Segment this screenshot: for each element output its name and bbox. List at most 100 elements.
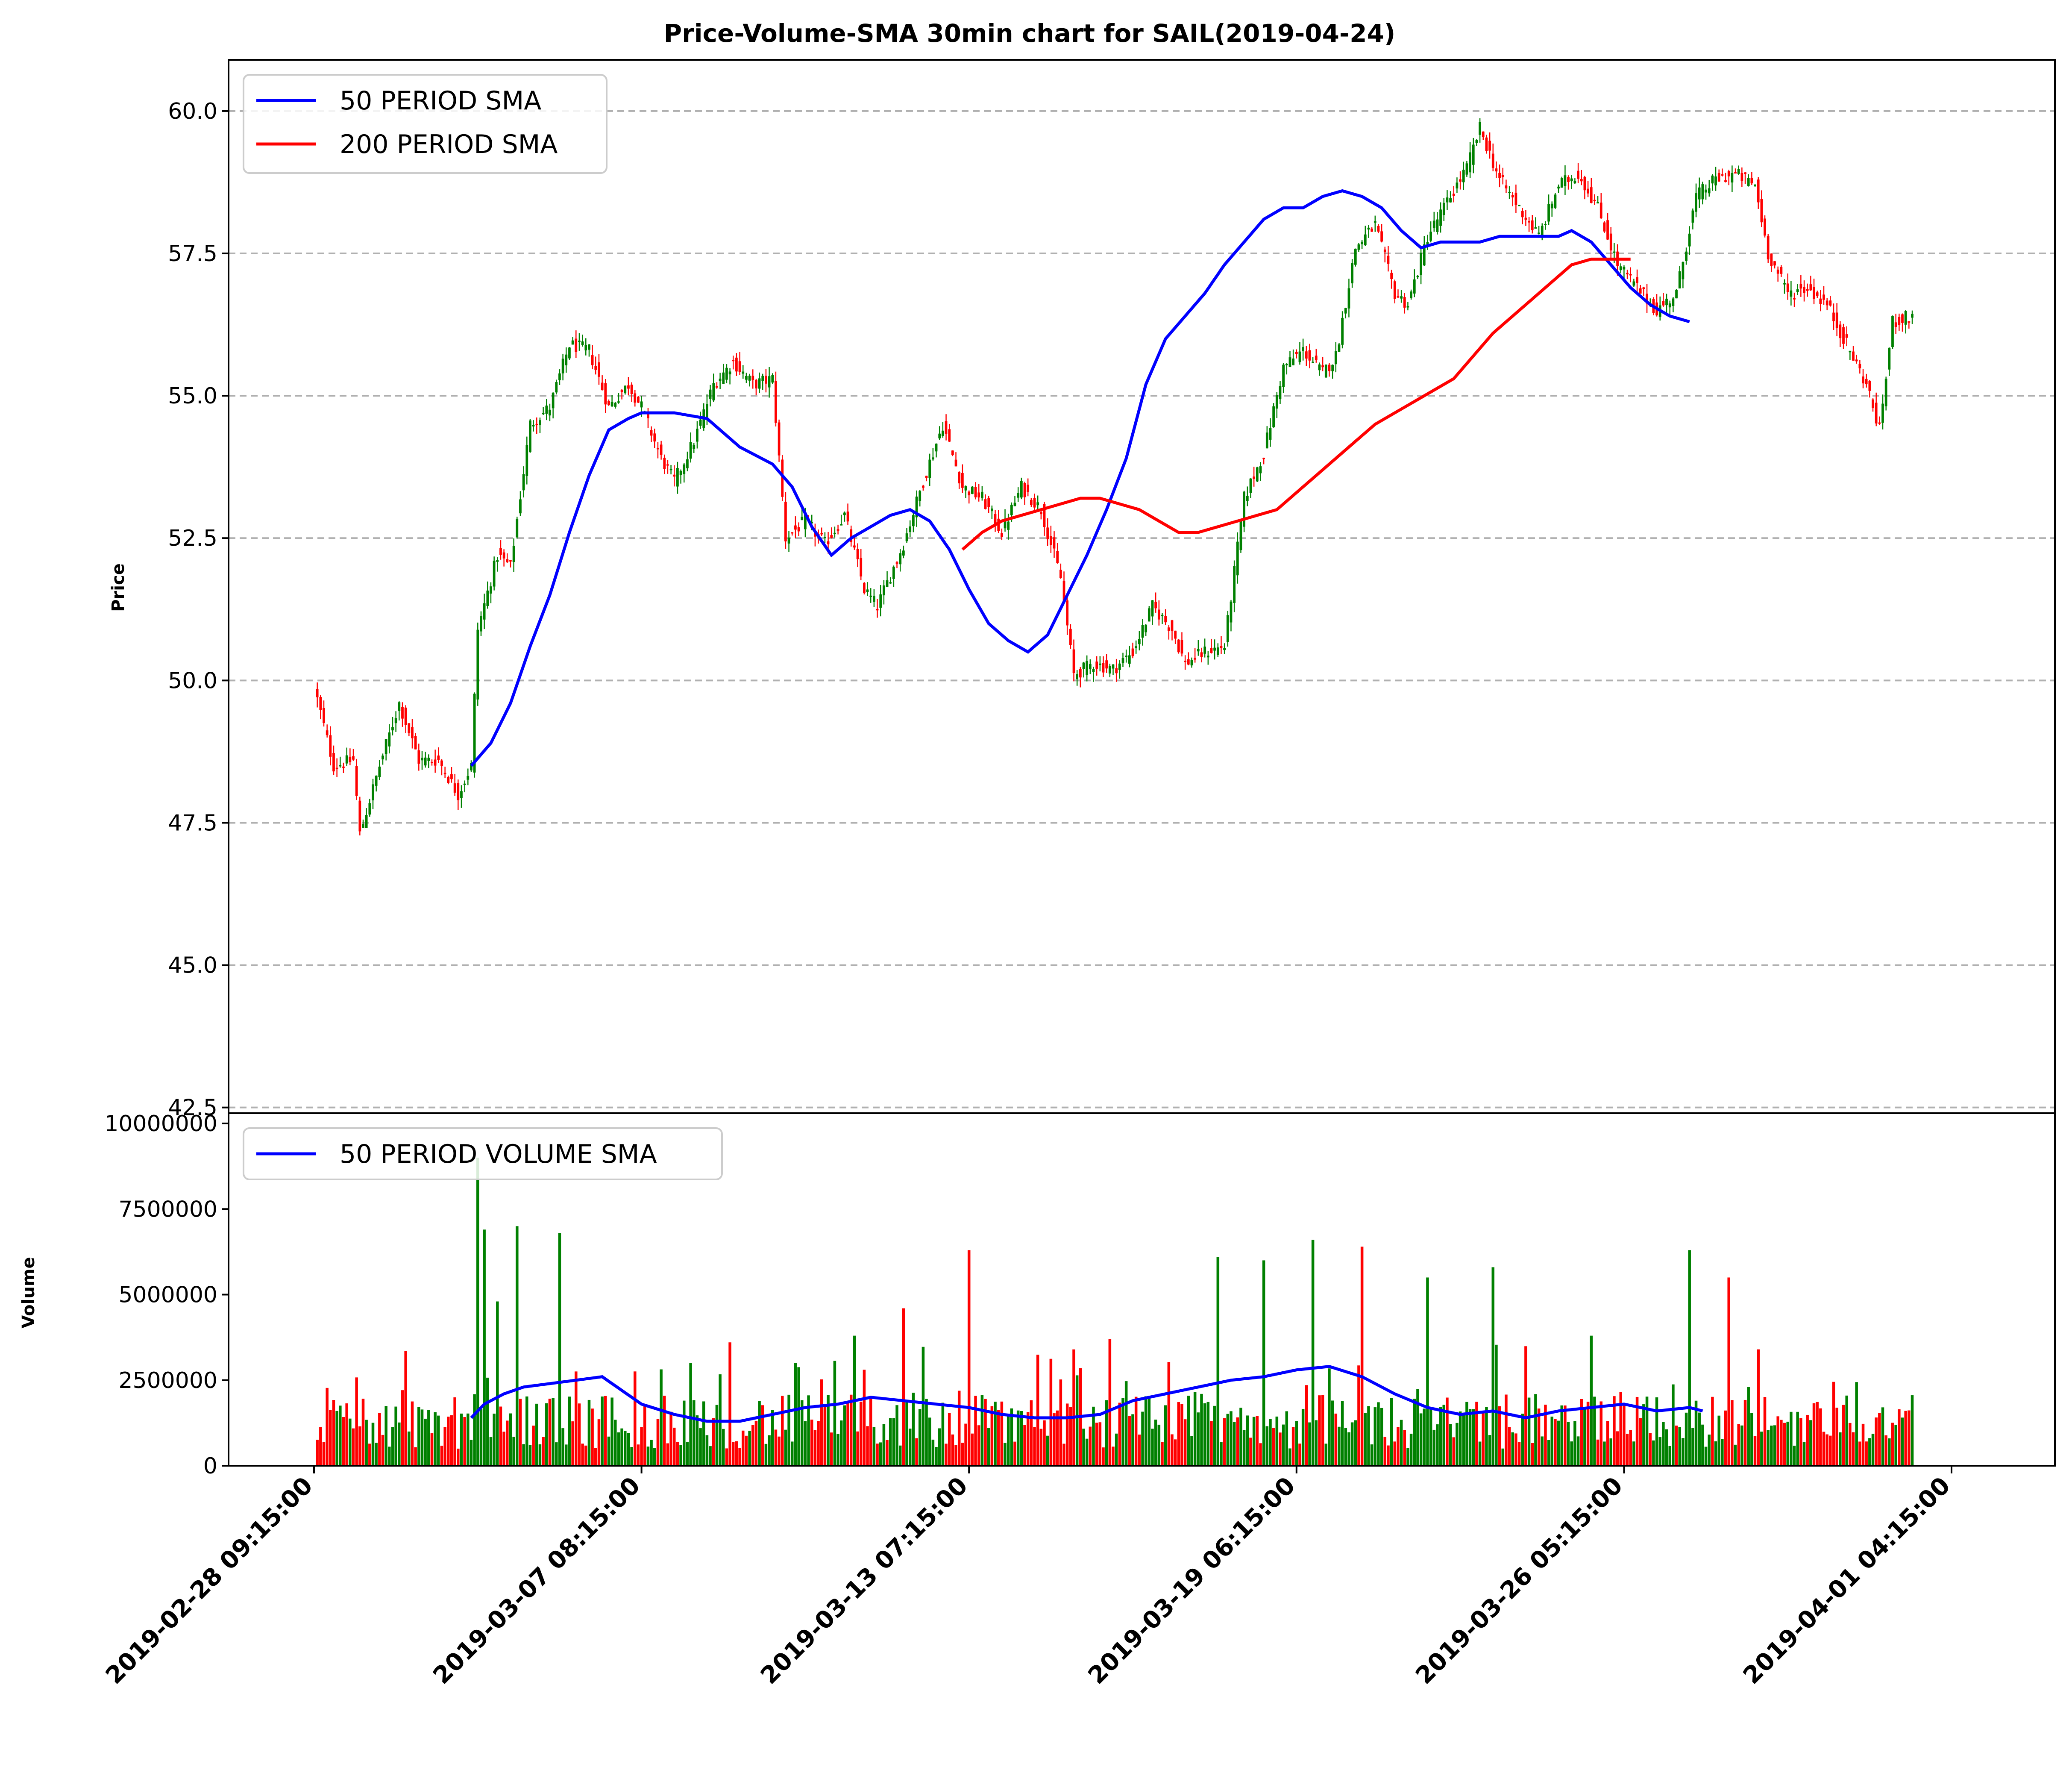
candle-body [1567, 177, 1570, 182]
candle-body [1354, 248, 1357, 265]
volume-bar [1790, 1411, 1793, 1466]
candle-body [358, 800, 361, 832]
candle-body [997, 518, 1000, 531]
volume-bar [990, 1406, 994, 1466]
candle-body [902, 550, 905, 556]
volume-bar [637, 1444, 640, 1466]
candle-body [1613, 251, 1616, 253]
candle-body [1813, 287, 1815, 299]
volume-bar [1731, 1400, 1734, 1466]
volume-bar [1279, 1432, 1282, 1466]
candle-body [984, 499, 987, 509]
candle-body [1226, 615, 1229, 642]
volume-bar [1858, 1441, 1861, 1466]
volume-bar [1508, 1427, 1511, 1466]
candle-body [775, 381, 777, 423]
volume-bar [869, 1397, 872, 1466]
candle-body [588, 344, 590, 350]
candle-body [463, 783, 466, 785]
candle-body [555, 382, 558, 393]
candle-body [1007, 521, 1010, 530]
candle-body [1230, 601, 1233, 623]
volume-bar [532, 1426, 535, 1466]
volume-bar [1672, 1384, 1675, 1466]
volume-bar [1062, 1444, 1065, 1466]
volume-bar [1059, 1379, 1062, 1466]
candle-body [863, 583, 866, 593]
volume-bar [1606, 1421, 1609, 1466]
candle-body [1344, 308, 1347, 314]
volume-bar [1377, 1402, 1380, 1466]
volume-bar [535, 1403, 538, 1466]
volume-bar [512, 1437, 515, 1466]
candle-body [1062, 581, 1065, 601]
volume-bar [758, 1401, 761, 1466]
volume-bar [1609, 1438, 1612, 1466]
volume-bar [653, 1448, 656, 1466]
volume-bar [931, 1439, 935, 1466]
volume-bar [781, 1396, 784, 1466]
candle-body [1115, 668, 1118, 673]
volume-bar [522, 1444, 525, 1466]
volume-bar [938, 1428, 941, 1466]
candle-body [1079, 669, 1082, 678]
volume-bar [1698, 1412, 1701, 1466]
volume-bar [1426, 1277, 1429, 1466]
candle-body [742, 371, 745, 374]
volume-bar [1753, 1436, 1757, 1466]
volume-bar [1770, 1426, 1773, 1466]
volume-bar [1632, 1441, 1635, 1466]
volume-bar [1233, 1422, 1236, 1466]
volume-bar [1855, 1382, 1858, 1466]
candle-body [778, 422, 781, 456]
candle-body [1039, 512, 1042, 515]
volume-bar [987, 1428, 990, 1466]
volume-bar [1039, 1429, 1043, 1466]
volume-bar [1478, 1441, 1482, 1466]
volume-bar [1743, 1400, 1747, 1466]
volume-bar [1360, 1247, 1364, 1466]
candle-body [552, 393, 555, 409]
volume-bar [437, 1415, 440, 1466]
volume-bar [1167, 1362, 1171, 1466]
candle-body [804, 514, 807, 529]
volume-bar [1419, 1413, 1423, 1466]
candle-body [1544, 223, 1547, 225]
candle-body [345, 755, 348, 764]
candle-body [1839, 324, 1842, 338]
candle-body [1564, 175, 1567, 186]
candle-body [1138, 639, 1141, 644]
volume-bar [1485, 1407, 1488, 1466]
volume-y-ticks: 0 2500000 5000000 7500000 10000000 [104, 1111, 229, 1479]
volume-bar [1203, 1403, 1206, 1466]
volume-bar [1717, 1415, 1720, 1466]
candle-body [349, 756, 352, 762]
volume-bar [1452, 1437, 1456, 1466]
candle-body [575, 338, 578, 352]
candle-body [1403, 297, 1406, 308]
volume-bar [1599, 1401, 1602, 1466]
volume-bar [922, 1347, 925, 1466]
volume-bar [1007, 1416, 1010, 1466]
candle-body [1835, 312, 1838, 328]
candle-body [1573, 181, 1576, 183]
candle-body [1393, 281, 1396, 299]
candle-body [1302, 347, 1305, 351]
candle-body [408, 723, 411, 733]
candle-body [1790, 290, 1793, 297]
candle-body [434, 759, 437, 766]
candle-body [542, 413, 545, 415]
volume-bar [1183, 1419, 1187, 1466]
candle-body [905, 533, 908, 541]
volume-bar [424, 1418, 427, 1466]
volume-bar [660, 1369, 663, 1466]
candle-body [1338, 344, 1341, 352]
volume-bar [1154, 1419, 1157, 1466]
volume-bar [935, 1447, 938, 1466]
candle-body [1587, 188, 1589, 194]
candle-body [1832, 312, 1835, 321]
candle-body [1243, 491, 1246, 527]
candle-body [323, 708, 325, 723]
volume-bar [1092, 1406, 1095, 1466]
volume-bar [823, 1405, 827, 1466]
